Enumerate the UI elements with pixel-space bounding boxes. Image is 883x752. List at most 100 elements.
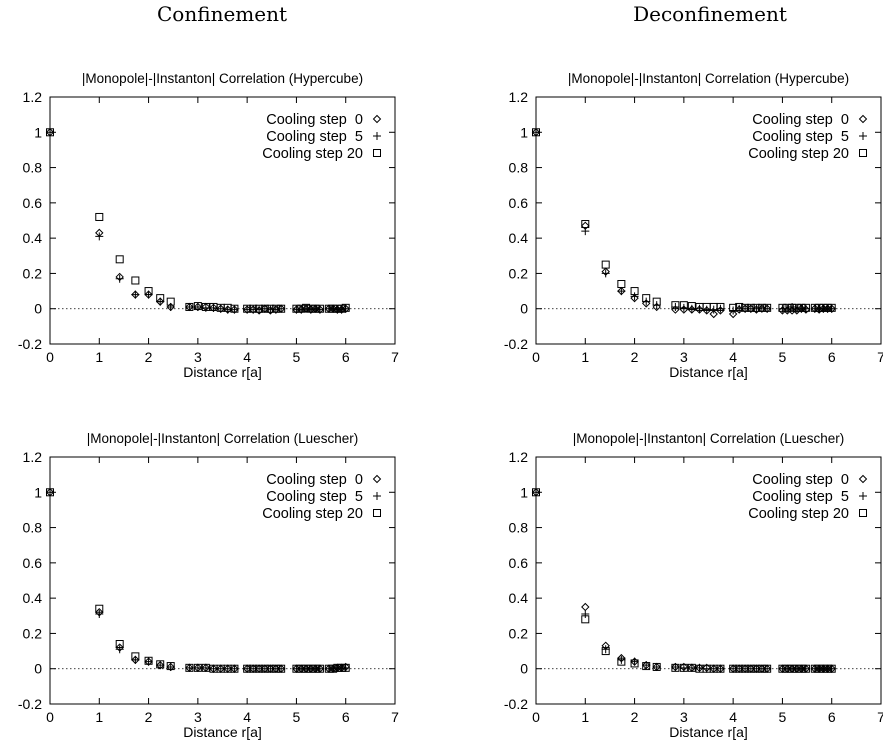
chart-confinement-luescher: |Monopole|-|Instanton| Correlation (Lues… <box>18 431 399 740</box>
data-point-square <box>311 304 320 313</box>
data-point-plus <box>131 290 140 299</box>
series-square <box>46 488 350 673</box>
y-tick-label: 1 <box>520 124 528 140</box>
series-square <box>532 128 836 312</box>
data-point-diamond <box>641 299 651 308</box>
data-point-plus <box>95 232 104 241</box>
legend-marker-square <box>373 509 381 517</box>
data-point-square <box>324 304 333 313</box>
data-point-plus <box>679 663 688 672</box>
x-tick-label: 6 <box>342 709 350 725</box>
legend-marker-plus <box>859 492 867 500</box>
data-point-square <box>735 302 744 311</box>
legend-marker-diamond <box>858 474 868 484</box>
data-point-square <box>642 662 651 671</box>
data-point-square <box>746 664 755 673</box>
x-tick-label: 4 <box>729 709 737 725</box>
x-tick-label: 4 <box>729 349 737 365</box>
data-point-plus <box>827 664 836 673</box>
data-point-square <box>255 304 264 313</box>
plot-frame <box>535 96 882 345</box>
x-tick-label: 0 <box>532 349 540 365</box>
legend-marker-plus <box>373 132 381 140</box>
data-point-square <box>324 664 333 673</box>
data-point-diamond <box>709 309 718 319</box>
data-point-square <box>95 604 104 613</box>
y-tick-label: 0.6 <box>23 195 43 211</box>
data-point-plus <box>230 664 239 673</box>
data-point-plus <box>581 227 590 236</box>
data-point-plus <box>763 664 772 673</box>
data-point-square <box>185 302 194 311</box>
data-point-square <box>797 303 806 312</box>
plot-frame <box>535 456 882 705</box>
data-point-plus <box>679 303 688 312</box>
data-point-square <box>815 664 824 673</box>
data-point-square <box>823 664 832 673</box>
data-point-plus <box>617 655 626 664</box>
data-point-plus <box>702 305 711 314</box>
data-point-square <box>266 304 275 313</box>
series-plus <box>46 488 350 673</box>
data-point-square <box>679 663 688 672</box>
x-axis-label: Distance r[a] <box>669 364 748 380</box>
x-tick-label: 2 <box>145 349 153 365</box>
data-point-plus <box>709 305 718 314</box>
legend-label: Cooling step 20 <box>748 506 849 522</box>
data-point-square <box>810 303 819 312</box>
data-point-square <box>131 652 140 661</box>
data-point-square <box>341 663 350 672</box>
data-point-square <box>311 664 320 673</box>
legend-marker-plus <box>859 132 867 140</box>
data-point-square <box>243 304 252 313</box>
x-tick-label: 4 <box>243 709 251 725</box>
legend-label: Cooling step 0 <box>752 472 849 488</box>
column-header-confinement: Confinement <box>157 2 287 26</box>
data-point-square <box>778 303 787 312</box>
y-tick-label: 0 <box>520 301 528 317</box>
legend-label: Cooling step 5 <box>266 129 363 145</box>
data-point-square <box>819 303 828 312</box>
data-point-square <box>827 303 836 312</box>
data-point-square <box>266 664 275 673</box>
y-tick-label: 0.6 <box>509 555 529 571</box>
data-point-square <box>763 303 772 312</box>
y-tick-label: 0.2 <box>509 265 529 281</box>
data-point-square <box>729 664 738 673</box>
y-tick-label: 0.8 <box>509 160 529 176</box>
data-point-square <box>729 303 738 312</box>
column-header-deconfinement: Deconfinement <box>633 2 787 26</box>
legend-label: Cooling step 0 <box>266 472 363 488</box>
data-point-square <box>642 294 651 303</box>
data-point-square <box>115 255 124 264</box>
y-tick-label: 0.4 <box>23 230 43 246</box>
y-tick-label: 0.8 <box>23 160 43 176</box>
data-point-square <box>46 488 54 497</box>
x-tick-label: 2 <box>631 709 639 725</box>
data-point-square <box>757 664 766 673</box>
x-tick-label: 6 <box>342 349 350 365</box>
chart-title: |Monopole|-|Instanton| Correlation (Hype… <box>568 71 849 86</box>
data-point-square <box>757 303 766 312</box>
plot-frame <box>49 96 396 345</box>
data-point-plus <box>532 488 540 497</box>
data-point-square <box>156 660 165 669</box>
data-point-square <box>230 664 239 673</box>
data-point-diamond <box>652 302 661 312</box>
data-point-square <box>185 663 194 672</box>
series-square <box>532 488 836 673</box>
data-point-square <box>679 301 688 310</box>
y-tick-label: 1.2 <box>509 89 529 105</box>
data-point-plus <box>671 302 680 311</box>
data-point-square <box>156 294 165 303</box>
data-point-square <box>788 303 797 312</box>
x-tick-label: 7 <box>877 709 883 725</box>
y-tick-label: 0 <box>34 661 42 677</box>
data-point-plus <box>687 304 696 313</box>
data-point-square <box>763 664 772 673</box>
data-point-square <box>260 304 269 313</box>
x-tick-label: 5 <box>779 709 787 725</box>
data-point-square <box>337 663 346 672</box>
